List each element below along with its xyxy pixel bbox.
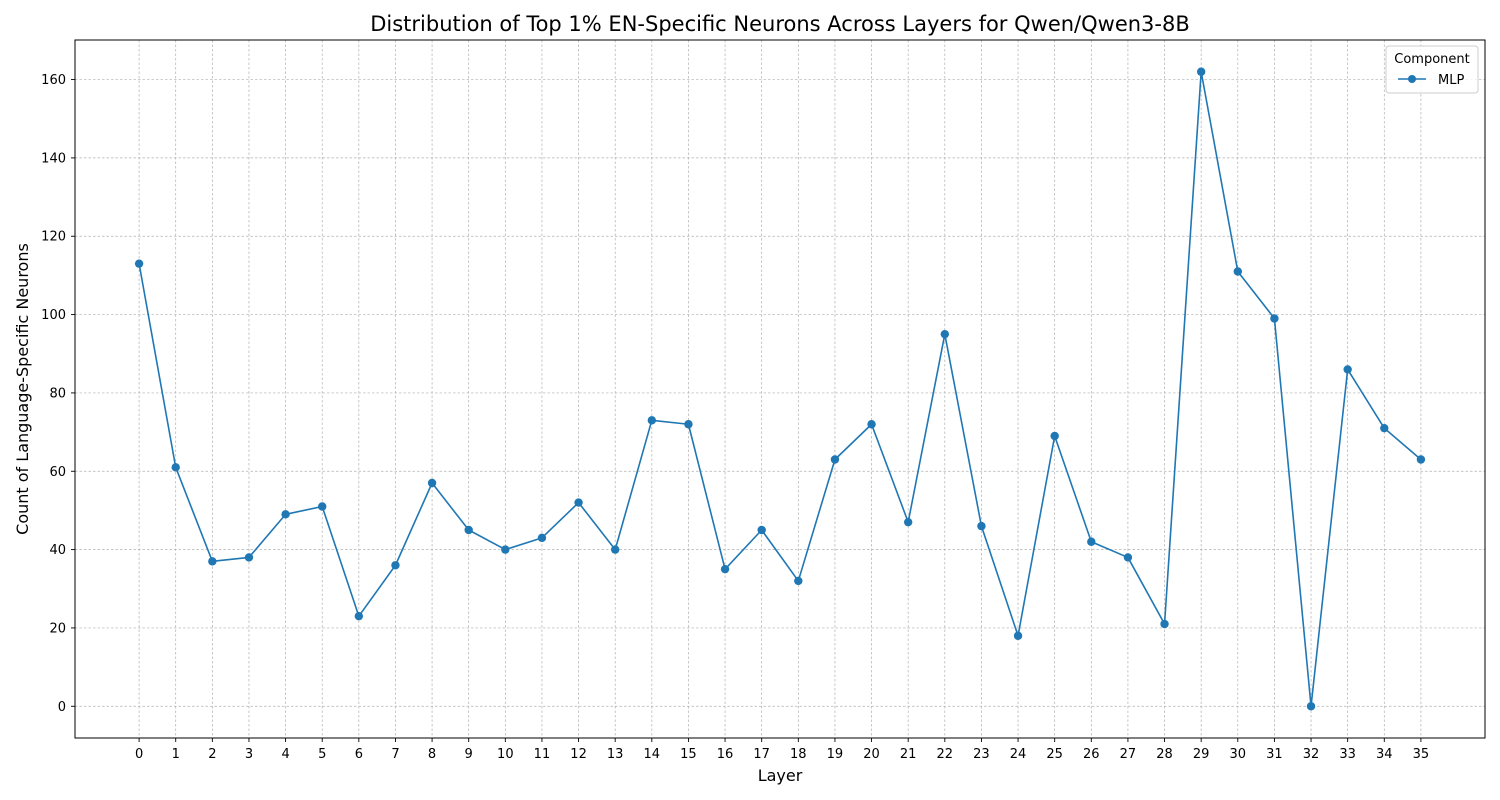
x-tick-label: 10: [497, 747, 514, 762]
y-tick-label: 0: [58, 700, 66, 715]
data-point: [794, 576, 803, 586]
data-point: [134, 259, 144, 268]
data-point: [537, 533, 547, 543]
data-point: [1233, 267, 1242, 276]
data-point: [501, 545, 510, 554]
data-point: [464, 525, 473, 535]
x-tick-label: 4: [281, 747, 289, 762]
data-point: [574, 498, 583, 507]
x-tick-label: 3: [245, 747, 253, 762]
data-point: [244, 553, 254, 562]
data-point: [1343, 365, 1352, 374]
x-tick-label: 19: [827, 747, 844, 762]
plot-frame: [74, 39, 1486, 739]
x-tick-label: 13: [607, 747, 624, 762]
legend: Component MLP: [1385, 45, 1479, 94]
data-point: [427, 478, 437, 488]
y-tick-label: 120: [41, 230, 66, 245]
data-point: [1380, 423, 1389, 433]
data-point: [867, 420, 876, 429]
data-point: [1306, 702, 1316, 711]
x-tick-label: 21: [900, 747, 917, 762]
x-tick-label: 5: [318, 747, 326, 762]
data-point: [391, 561, 400, 570]
series-layer: [134, 67, 1426, 711]
data-point: [1196, 67, 1206, 76]
series-line-mlp: [138, 70, 1422, 708]
legend-series-marker: [1408, 75, 1416, 83]
x-tick-label: 17: [753, 747, 770, 762]
chart-title: Distribution of Top 1% EN-Specific Neuro…: [370, 12, 1190, 36]
data-point: [1416, 455, 1426, 464]
x-tick-label: 11: [534, 747, 551, 762]
x-tick-label: 30: [1230, 747, 1247, 762]
x-tick-label: 25: [1046, 747, 1063, 762]
data-point: [1087, 537, 1096, 546]
x-tick-label: 22: [937, 747, 954, 762]
x-tick-label: 32: [1303, 747, 1320, 762]
x-tick-label: 24: [1010, 747, 1027, 762]
x-tick-label: 0: [135, 747, 143, 762]
data-point: [1123, 553, 1133, 562]
data-point: [354, 611, 364, 621]
data-point: [1270, 314, 1279, 323]
x-tick-label: 29: [1193, 747, 1210, 762]
data-point: [720, 564, 730, 574]
y-tick-label: 140: [41, 151, 66, 166]
legend-title: Component: [1394, 52, 1469, 67]
x-tick-label: 14: [644, 747, 661, 762]
x-tick-label: 27: [1120, 747, 1137, 762]
grid-lines: [75, 40, 1485, 738]
data-point: [1160, 619, 1169, 629]
data-point: [830, 455, 840, 464]
y-tick-label: 80: [49, 386, 66, 401]
x-tick-label: 28: [1156, 747, 1173, 762]
y-tick-label: 100: [41, 308, 66, 323]
data-point: [208, 557, 217, 566]
x-tick-label: 15: [680, 747, 697, 762]
data-point: [684, 420, 693, 429]
data-point: [171, 463, 180, 472]
y-tick-label: 20: [49, 621, 66, 636]
x-axis-ticks: 0 1 2 3 4 5 6 7 8 9 10 11 12 13 14 15 16 17 18 19 20 21 22 23 24…: [135, 738, 1429, 762]
data-point: [318, 502, 327, 511]
x-tick-label: 7: [391, 747, 399, 762]
x-tick-label: 20: [863, 747, 880, 762]
y-axis-ticks: 0 20 40 60 80 100 120 140 160: [41, 73, 75, 715]
data-point: [647, 416, 657, 425]
x-tick-label: 18: [790, 747, 807, 762]
y-tick-label: 60: [49, 465, 66, 480]
x-tick-label: 6: [355, 747, 363, 762]
x-tick-label: 31: [1266, 747, 1283, 762]
x-tick-label: 12: [570, 747, 587, 762]
data-point: [1013, 631, 1023, 640]
data-point: [903, 517, 913, 527]
data-point: [1050, 431, 1059, 441]
x-tick-label: 16: [717, 747, 734, 762]
data-point: [610, 545, 620, 554]
x-tick-label: 33: [1339, 747, 1356, 762]
x-tick-label: 34: [1376, 747, 1393, 762]
y-tick-label: 40: [49, 543, 66, 558]
legend-series-label: MLP: [1438, 73, 1464, 88]
x-tick-label: 1: [172, 747, 180, 762]
x-tick-label: 8: [428, 747, 436, 762]
x-axis-title: Layer: [758, 766, 803, 785]
x-tick-label: 26: [1083, 747, 1100, 762]
x-tick-label: 9: [465, 747, 473, 762]
y-tick-label: 160: [41, 73, 66, 88]
data-point: [977, 521, 986, 531]
data-point: [757, 525, 766, 535]
x-tick-label: 23: [973, 747, 990, 762]
y-axis-title: Count of Language-Specific Neurons: [13, 243, 32, 535]
x-tick-label: 35: [1413, 747, 1430, 762]
data-point: [940, 329, 950, 339]
x-tick-label: 2: [208, 747, 216, 762]
data-point: [281, 510, 290, 519]
